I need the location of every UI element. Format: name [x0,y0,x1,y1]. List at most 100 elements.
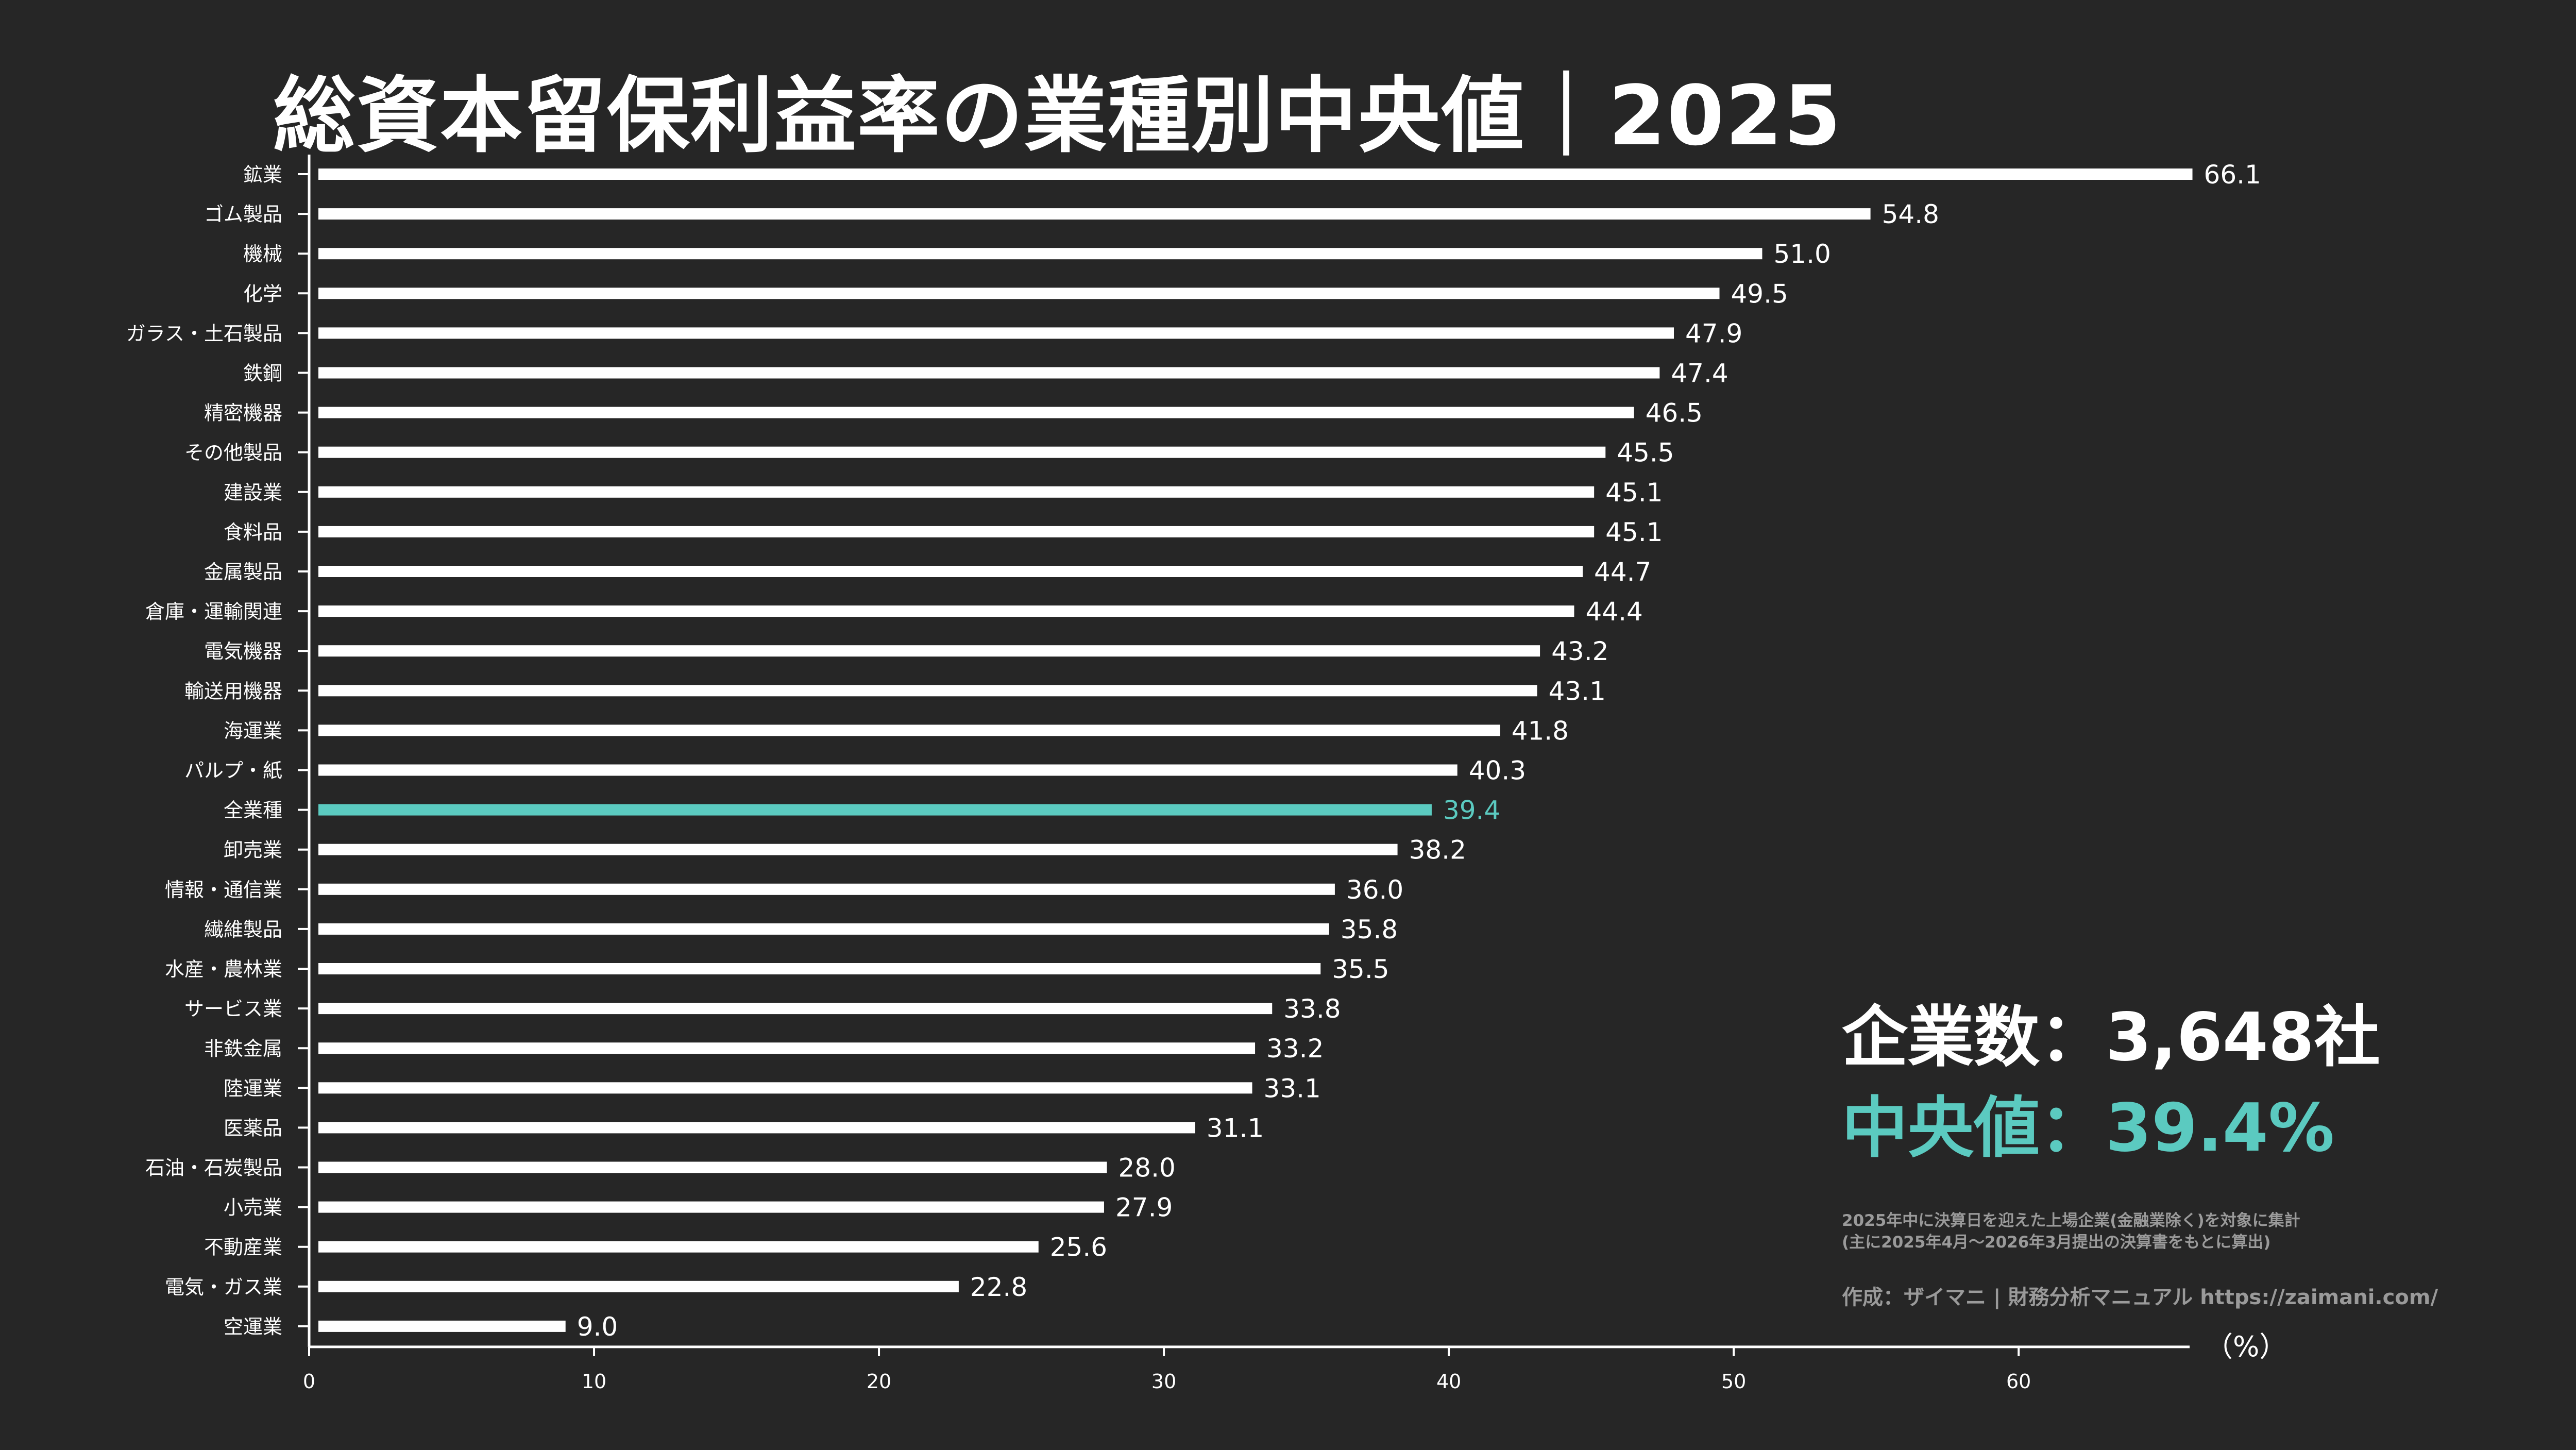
category-label: 非鉄金属 [204,1037,282,1060]
value-label: 28.0 [1118,1153,1175,1183]
value-label: 47.4 [1671,359,1728,389]
value-label: 66.1 [2204,160,2261,190]
x-tick-label: 0 [303,1370,315,1393]
category-label: 電気・ガス業 [165,1276,282,1299]
category-label: 金属製品 [204,561,282,583]
bar [318,764,1458,776]
category-label: 空運業 [224,1316,282,1338]
bar [318,446,1606,458]
value-label: 44.4 [1585,597,1642,627]
bar [318,963,1321,974]
bar [318,327,1674,339]
bar [318,407,1634,418]
bar [318,923,1329,935]
value-label: 31.1 [1207,1113,1264,1143]
bar [318,1003,1273,1015]
category-label: 機械 [243,243,282,265]
median-value: 中央値：39.4% [1842,1090,2335,1167]
category-label: 鉱業 [243,163,282,186]
bar [318,1042,1256,1054]
value-label: 51.0 [1773,239,1831,269]
bar [318,526,1595,537]
bar [318,883,1335,895]
category-label: 精密機器 [204,402,282,425]
category-label: 輸送用機器 [184,680,282,702]
bar [318,724,1500,736]
bar [318,605,1574,617]
bar [318,486,1595,498]
value-label: 22.8 [970,1272,1027,1302]
value-label: 49.5 [1731,279,1788,309]
bar [318,804,1432,816]
x-tick-label: 20 [867,1370,891,1393]
value-label: 44.7 [1594,557,1651,587]
category-label: 小売業 [224,1196,282,1219]
category-label: サービス業 [184,998,282,1020]
bar [318,685,1537,697]
company-count: 企業数：3,648社 [1842,999,2380,1076]
category-label: 倉庫・運輸関連 [145,600,282,623]
bar [318,248,1762,260]
category-label: 水産・農林業 [165,958,282,981]
bar [318,208,1871,220]
credit-link[interactable]: 作成：ザイマニ | 財務分析マニュアル https://zaimani.com/ [1842,1285,2438,1309]
value-label: 47.9 [1685,318,1742,348]
value-label: 27.9 [1115,1193,1173,1223]
value-label: 43.2 [1551,636,1608,666]
summary-panel: 企業数：3,648社 中央値：39.4% 2025年中に決算日を迎えた上場企業(… [1842,1005,2438,1310]
value-label: 45.1 [1605,517,1663,547]
category-label: その他製品 [184,442,282,464]
category-label: 電気機器 [204,640,282,663]
value-label: 33.1 [1264,1073,1321,1103]
category-label: 海運業 [224,719,282,742]
category-label: 建設業 [224,481,282,504]
value-label: 35.8 [1341,915,1398,945]
bar [318,566,1583,577]
bar [318,645,1540,657]
chart-title: 総資本留保利益率の業種別中央値｜2025 [273,68,1842,164]
value-label: 39.4 [1443,796,1500,825]
value-label: 54.8 [1882,199,1939,229]
bar [318,1320,566,1332]
category-label: 全業種 [224,799,282,822]
bar [318,288,1720,299]
category-label: 卸売業 [224,839,282,862]
category-label: 陸運業 [224,1077,282,1100]
x-tick-label: 60 [2006,1370,2031,1393]
category-label: 医薬品 [224,1117,282,1139]
value-label: 25.6 [1050,1233,1107,1262]
category-label: パルプ・紙 [184,760,282,782]
x-tick-label: 10 [582,1370,606,1393]
category-label: 食料品 [224,521,282,544]
value-label: 33.8 [1283,994,1341,1024]
category-label: 石油・石炭製品 [145,1157,282,1179]
footnote-line-2: (主に2025年4月～2026年3月提出の決算書をもとに算出) [1842,1233,2271,1252]
value-label: 41.8 [1512,716,1569,746]
category-label: 不動産業 [204,1236,282,1259]
category-label: 情報・通信業 [165,879,282,901]
category-label: 化学 [243,282,282,305]
category-label: 鉄鋼 [243,362,282,385]
x-tick-label: 40 [1436,1370,1461,1393]
value-label: 46.5 [1646,398,1703,428]
value-label: 43.1 [1549,676,1606,706]
value-label: 35.5 [1332,954,1389,984]
value-label: 33.2 [1266,1034,1324,1064]
value-label: 36.0 [1346,875,1403,905]
category-label: 繊維製品 [204,918,282,941]
x-tick-label: 30 [1151,1370,1176,1393]
value-label: 40.3 [1469,756,1526,786]
value-label: 45.1 [1605,478,1663,508]
category-label: ゴム製品 [204,203,282,226]
bar [318,367,1660,379]
bar [318,1122,1195,1134]
value-label: 45.5 [1617,438,1674,468]
bar [318,1201,1104,1213]
category-label: ガラス・土石製品 [126,322,282,345]
x-unit-label: （%） [2205,1330,2287,1363]
value-label: 38.2 [1409,835,1466,865]
footnote: 2025年中に決算日を迎えた上場企業(金融業除く)を対象に集計 (主に2025年… [1842,1210,2438,1254]
bar [318,1161,1107,1173]
bar [318,1241,1039,1253]
bar [318,844,1398,855]
